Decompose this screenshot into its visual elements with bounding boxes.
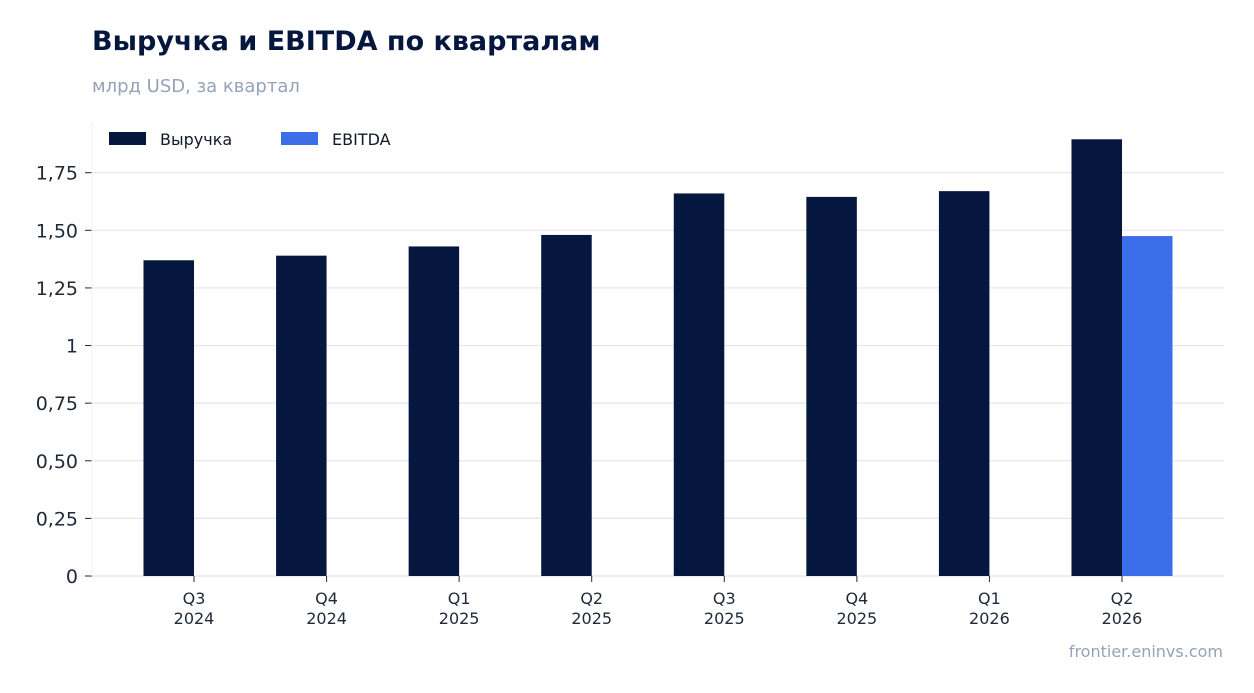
x-tick-label-year: 2026 <box>1102 609 1143 628</box>
x-tick-label-quarter: Q2 <box>1111 589 1134 608</box>
x-tick-label-quarter: Q4 <box>845 589 868 608</box>
legend-swatch <box>281 132 318 145</box>
y-tick-label: 1,75 <box>36 163 78 185</box>
source-credit: frontier.eninvs.com <box>1068 642 1223 661</box>
bar-revenue <box>1071 139 1122 576</box>
x-tick-label-quarter: Q1 <box>978 589 1001 608</box>
x-tick-label-year: 2025 <box>571 609 612 628</box>
x-tick-label-quarter: Q4 <box>315 589 338 608</box>
y-tick-label: 0,75 <box>36 393 78 415</box>
bar-revenue <box>143 260 194 576</box>
x-tick-label-year: 2026 <box>969 609 1010 628</box>
x-tick-label-year: 2025 <box>836 609 877 628</box>
bar-revenue <box>806 196 857 576</box>
legend: Выручка EBITDA <box>109 130 391 149</box>
bar-revenue <box>276 255 327 576</box>
y-tick-label: 1,25 <box>36 278 78 300</box>
x-tick-label-year: 2025 <box>704 609 745 628</box>
bars <box>143 139 1173 576</box>
bar-revenue <box>408 246 460 576</box>
x-tick-label-year: 2024 <box>174 609 215 628</box>
y-tick-label: 1 <box>66 336 78 358</box>
bar-revenue <box>938 191 990 576</box>
chart-title: Выручка и EBITDA по кварталам <box>92 26 601 57</box>
legend-label: Выручка <box>160 130 232 149</box>
y-tick-label: 0 <box>66 566 78 588</box>
x-tick-label-quarter: Q1 <box>448 589 471 608</box>
x-tick-label-quarter: Q3 <box>183 589 206 608</box>
legend-swatch <box>109 132 146 145</box>
y-tick-label: 0,50 <box>36 451 78 473</box>
x-tick-label-quarter: Q2 <box>580 589 603 608</box>
bar-revenue <box>673 193 725 576</box>
y-tick-label: 1,50 <box>36 220 78 242</box>
bar-ebitda <box>1121 236 1173 576</box>
y-tick-label: 0,25 <box>36 508 78 530</box>
legend-label: EBITDA <box>332 130 391 149</box>
x-tick-label-year: 2025 <box>439 609 480 628</box>
chart-subtitle: млрд USD, за квартал <box>92 76 300 97</box>
x-tick-label-year: 2024 <box>306 609 347 628</box>
axes: 00,250,500,7511,251,501,75Q32024Q42024Q1… <box>36 122 1224 628</box>
gridlines <box>92 172 1224 519</box>
x-tick-label-quarter: Q3 <box>713 589 736 608</box>
bar-revenue <box>541 234 592 576</box>
